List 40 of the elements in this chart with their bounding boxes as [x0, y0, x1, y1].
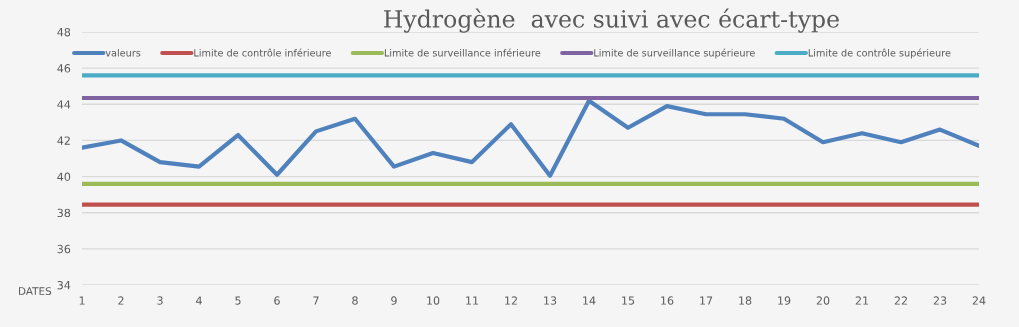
x-tick-label: 19 — [778, 296, 791, 305]
legend-label: Limite de surveillance supérieure — [594, 48, 755, 59]
x-tick-label: 11 — [466, 296, 479, 305]
y-tick-label: 44 — [57, 100, 71, 109]
x-tick-label: 3 — [157, 296, 163, 305]
x-tick-label: 1 — [79, 296, 85, 305]
x-tick-label: 16 — [661, 296, 674, 305]
y-tick-label: 40 — [57, 172, 71, 181]
x-tick-label: 10 — [427, 296, 440, 305]
x-tick-label: 18 — [739, 296, 752, 305]
x-tick-label: 4 — [196, 296, 202, 305]
x-tick-label: 5 — [235, 296, 241, 305]
y-tick-label: 42 — [57, 136, 70, 145]
chart-title: Hydrogène avec suivi avec écart-type — [384, 8, 839, 33]
x-tick-label: 9 — [391, 296, 397, 305]
x-tick-label: 14 — [583, 296, 596, 305]
x-tick-label: 13 — [544, 296, 557, 305]
y-tick-label: 46 — [57, 64, 71, 73]
x-tick-label: 24 — [972, 296, 986, 305]
x-tick-label: 22 — [894, 296, 907, 305]
x-axis-title: DATES — [19, 287, 52, 296]
legend-label: Limite de surveillance inférieure — [384, 48, 541, 57]
x-tick-label: 20 — [816, 296, 830, 305]
x-tick-label: 2 — [118, 296, 124, 305]
y-tick-label: 48 — [57, 27, 71, 37]
legend-label: Limite de contrôle supérieure — [808, 48, 951, 59]
x-tick-label: 21 — [855, 296, 869, 305]
x-tick-label: 12 — [505, 296, 517, 305]
line-series — [82, 98, 979, 178]
legend-label: Limite de contrôle inférieure — [194, 48, 331, 57]
x-tick-label: 17 — [700, 296, 713, 305]
legend-label: valeurs — [105, 48, 141, 57]
x-tick-label: 15 — [622, 296, 635, 305]
x-tick-label: 23 — [933, 296, 947, 305]
y-tick-label: 34 — [57, 280, 71, 290]
y-tick-label: 38 — [57, 208, 71, 218]
x-tick-label: 7 — [313, 296, 319, 305]
x-tick-label: 8 — [352, 296, 358, 305]
x-tick-label: 6 — [274, 296, 280, 305]
y-tick-label: 36 — [57, 244, 71, 254]
